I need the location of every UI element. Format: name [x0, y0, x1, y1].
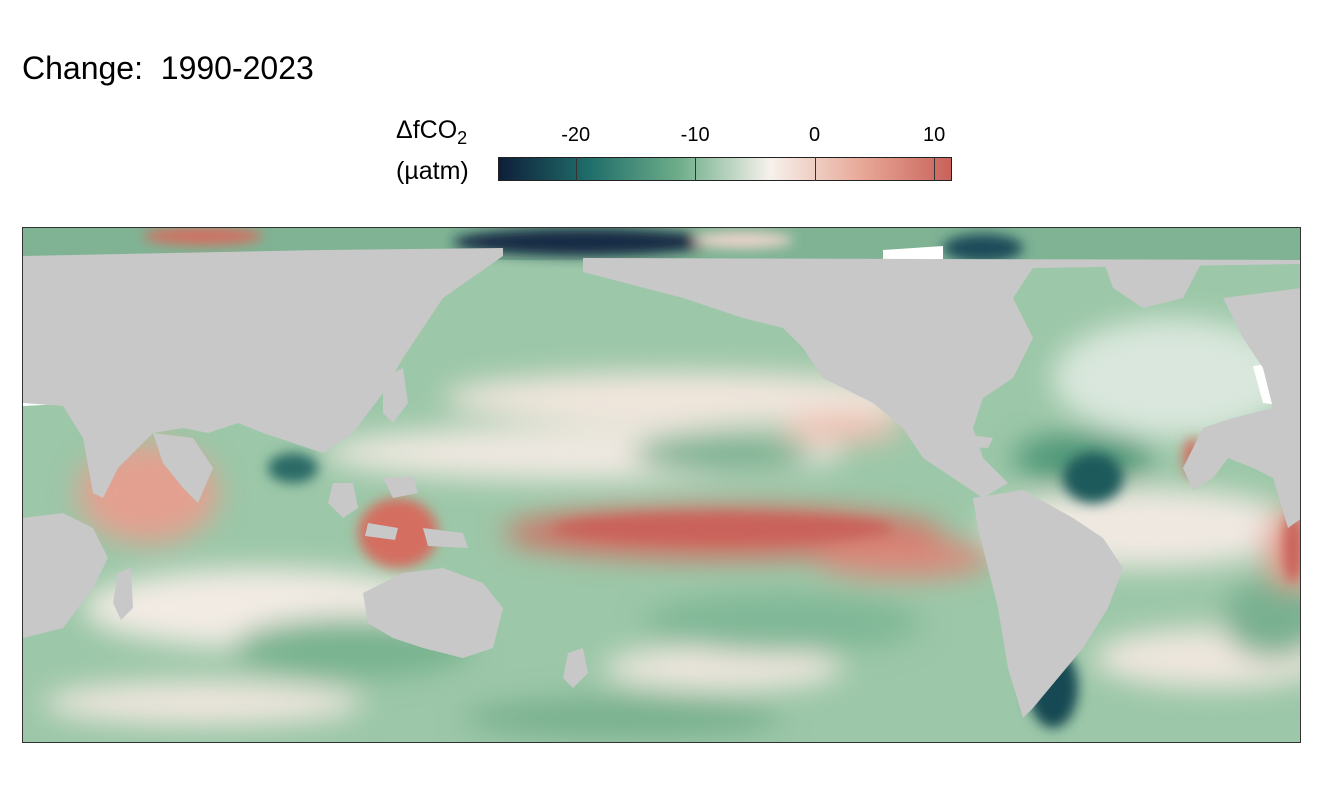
- colorbar-tick-mark: [934, 157, 936, 181]
- legend-subscript: 2: [457, 128, 468, 148]
- colorbar-tick-label: 10: [922, 124, 946, 146]
- colorbar-tick-mark: [814, 157, 816, 181]
- ocean-map: [22, 227, 1301, 743]
- legend-variable: ΔfCO: [396, 116, 458, 144]
- map-svg: [23, 228, 1300, 742]
- colorbar-tick-label: -20: [561, 124, 591, 146]
- ocean-field: [43, 318, 1300, 738]
- legend-unit: (µatm): [396, 157, 469, 185]
- colorbar-tick-mark: [575, 157, 577, 181]
- colorbar: [498, 157, 952, 181]
- colorbar-tick-label: 0: [809, 124, 821, 146]
- land: [23, 248, 1300, 718]
- chart-title: Change: 1990-2023: [22, 50, 314, 86]
- colorbar-tick-mark: [695, 157, 697, 181]
- colorbar-tick-label: -10: [680, 124, 710, 146]
- legend-title: ΔfCO2 (µatm): [396, 114, 469, 188]
